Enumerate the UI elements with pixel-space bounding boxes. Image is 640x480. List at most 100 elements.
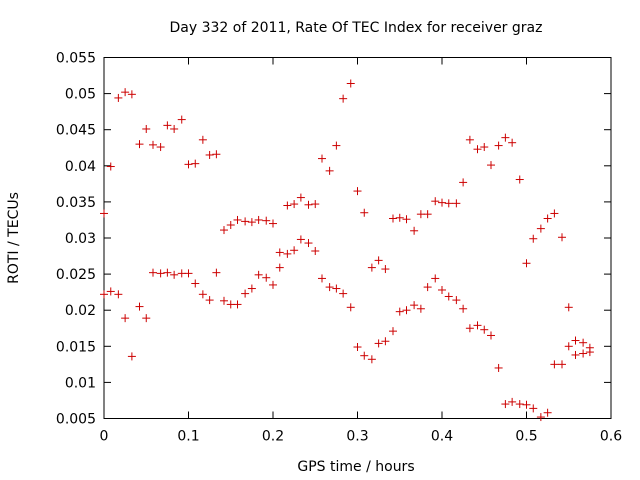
data-point [579, 338, 588, 347]
data-point [262, 273, 271, 282]
data-point [142, 124, 151, 133]
data-point [283, 201, 292, 210]
data-point [247, 284, 256, 293]
data-point [522, 400, 531, 409]
data-point [100, 209, 108, 218]
data-point [465, 324, 474, 333]
x-tick-label: 0.4 [431, 429, 453, 445]
data-point [459, 304, 468, 313]
data-point [226, 221, 235, 230]
data-point [318, 154, 327, 163]
data-point [212, 268, 221, 277]
data-point [367, 355, 376, 364]
data-point [438, 285, 446, 294]
data-point [480, 325, 489, 334]
data-point [543, 408, 552, 417]
data-point [487, 331, 496, 340]
data-point [515, 175, 524, 184]
data-point [346, 303, 355, 312]
data-point [121, 314, 130, 323]
data-point [304, 200, 313, 209]
data-point [114, 93, 123, 102]
data-point [170, 124, 179, 133]
data-point [416, 304, 425, 313]
data-point [163, 268, 172, 277]
data-point [106, 287, 115, 296]
y-axis-label: ROTI / TECUs [6, 192, 22, 284]
data-point [459, 178, 468, 187]
data-point [529, 404, 538, 413]
x-tick-label: 0 [100, 429, 109, 445]
data-point [325, 283, 334, 292]
data-point [149, 268, 158, 277]
data-point [269, 219, 277, 228]
data-point [247, 218, 256, 227]
data-point [318, 274, 327, 283]
chart-title: Day 332 of 2011, Rate Of TEC Index for r… [170, 20, 543, 36]
y-tick-label: 0.005 [56, 412, 96, 428]
y-tick-label: 0.03 [65, 231, 96, 247]
x-tick-label: 0.2 [262, 429, 284, 445]
data-point [346, 79, 355, 88]
y-tick-label: 0.01 [65, 375, 96, 391]
data-point [522, 259, 531, 268]
y-tick-label: 0.05 [65, 87, 96, 103]
data-point [205, 296, 214, 305]
data-point [444, 292, 453, 301]
data-point [311, 246, 320, 255]
data-point [156, 143, 165, 152]
data-point [233, 300, 242, 309]
data-point [325, 166, 334, 175]
data-point [296, 235, 305, 244]
data-point [367, 263, 376, 272]
data-point [388, 214, 397, 223]
y-tick-label: 0.045 [56, 123, 96, 139]
x-axis-label: GPS time / hours [297, 459, 414, 475]
data-point [536, 413, 545, 422]
data-point [311, 200, 320, 209]
data-point [262, 216, 271, 225]
plot-border [103, 57, 612, 419]
data-point [494, 141, 503, 150]
data-point [402, 215, 411, 224]
data-point [571, 350, 580, 359]
data-point [423, 210, 432, 219]
data-point [275, 263, 284, 272]
data-point [480, 143, 489, 152]
y-tick-label: 0.04 [65, 159, 96, 175]
data-point [353, 343, 362, 352]
data-point [184, 269, 193, 278]
data-point [241, 289, 250, 298]
data-point [198, 135, 207, 144]
data-point [170, 270, 179, 279]
x-tick-label: 0.5 [515, 429, 537, 445]
data-point [233, 215, 242, 224]
y-tick-label: 0.055 [56, 51, 96, 67]
data-point [529, 234, 538, 243]
data-point [100, 290, 108, 299]
data-point [275, 248, 284, 257]
data-point [557, 233, 566, 242]
data-point [564, 303, 573, 312]
data-point [501, 400, 510, 409]
data-point [381, 265, 390, 274]
data-point [296, 193, 305, 202]
data-point [184, 160, 193, 169]
data-point [388, 327, 397, 336]
data-point [191, 279, 200, 288]
data-point [121, 88, 130, 97]
data-point [142, 314, 151, 323]
y-tick-label: 0.025 [56, 267, 96, 283]
x-tick-label: 0.6 [600, 429, 622, 445]
data-point [149, 140, 158, 149]
data-point [254, 270, 263, 279]
data-point [508, 138, 517, 147]
data-point [438, 198, 446, 207]
data-point [501, 133, 510, 142]
data-point [374, 339, 383, 348]
data-point [332, 141, 341, 150]
data-point [515, 400, 524, 409]
data-point [135, 140, 144, 149]
data-point [241, 217, 250, 226]
